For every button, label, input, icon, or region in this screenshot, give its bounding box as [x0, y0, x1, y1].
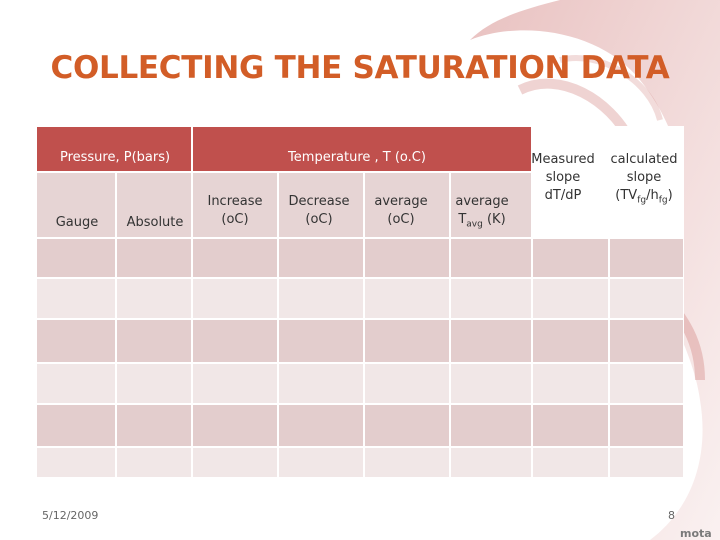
- decrease-label: Decrease: [288, 194, 350, 209]
- table-cell: [364, 447, 450, 478]
- decrease-header-cell: [278, 172, 364, 238]
- measured-formula: dT/dP: [544, 188, 582, 203]
- table-cell: [36, 447, 116, 478]
- gauge-header: Gauge: [55, 215, 99, 230]
- table-cell: [278, 319, 364, 363]
- table-cell: [192, 278, 278, 319]
- average-unit: (oC): [387, 212, 415, 227]
- average-kelvin-header-cell: [450, 172, 532, 238]
- table-cell: [532, 404, 609, 447]
- slide-date: 5/12/2009: [42, 509, 99, 522]
- calculated-label: calculated: [610, 152, 678, 167]
- table-cell: [116, 238, 192, 278]
- measured-slope-header-cell: [532, 126, 609, 238]
- calculated-formula: (TVfg/hfg): [615, 188, 673, 206]
- average-header: average (oC): [362, 193, 440, 229]
- calculated-slope-label: slope: [626, 170, 662, 185]
- table-cell: [192, 319, 278, 363]
- average-label: average: [374, 194, 428, 209]
- table-cell: [278, 238, 364, 278]
- mota-logo: mota: [680, 527, 712, 540]
- table-cell: [116, 363, 192, 404]
- table-cell: [36, 404, 116, 447]
- table-cell: [116, 278, 192, 319]
- decrease-unit: (oC): [305, 212, 333, 227]
- table-cell: [609, 447, 684, 478]
- calculated-slope-header-cell: [609, 126, 684, 238]
- table-cell: [364, 238, 450, 278]
- table-cell: [364, 363, 450, 404]
- table-cell: [192, 238, 278, 278]
- table-cell: [532, 278, 609, 319]
- increase-header-cell: [192, 172, 278, 238]
- calculated-slope-header: calculated slope (TVfg/hfg): [603, 151, 685, 205]
- saturation-data-table: [36, 126, 684, 478]
- table-cell: [364, 278, 450, 319]
- temperature-header-cell: [192, 126, 532, 172]
- table-cell: [278, 447, 364, 478]
- measured-slope-label: slope: [545, 170, 581, 185]
- table-cell: [450, 238, 532, 278]
- table-cell: [609, 238, 684, 278]
- table-cell: [364, 404, 450, 447]
- table-cell: [278, 363, 364, 404]
- increase-label: Increase: [207, 194, 263, 209]
- table-cell: [450, 278, 532, 319]
- table-cell: [532, 319, 609, 363]
- table-cell: [278, 404, 364, 447]
- average-kelvin-unit: (K): [482, 212, 506, 227]
- table-cell: [609, 363, 684, 404]
- table-cell: [36, 363, 116, 404]
- table-cell: [36, 278, 116, 319]
- table-cell: [450, 363, 532, 404]
- absolute-header: Absolute: [126, 215, 184, 230]
- pressure-header: Pressure, P(bars): [59, 150, 171, 165]
- table-cell: [364, 319, 450, 363]
- table-cell: [450, 447, 532, 478]
- table-cell: [532, 447, 609, 478]
- table-cell: [192, 363, 278, 404]
- table-cell: [532, 238, 609, 278]
- average-kelvin-header: average Tavg (K): [442, 193, 522, 229]
- average-kelvin-symbol: T: [458, 212, 467, 227]
- temperature-header: Temperature , T (o.C): [288, 150, 426, 165]
- increase-header: Increase (oC): [196, 193, 274, 229]
- table-cell: [278, 278, 364, 319]
- measured-label: Measured: [531, 152, 595, 167]
- table-cell: [609, 319, 684, 363]
- slide-title: COLLECTING THE SATURATION DATA: [50, 50, 670, 86]
- increase-unit: (oC): [221, 212, 249, 227]
- gauge-header-cell: [36, 172, 116, 238]
- table-cell: [609, 404, 684, 447]
- decrease-header: Decrease (oC): [280, 193, 358, 229]
- table-cell: [450, 319, 532, 363]
- logo-text: mota: [680, 527, 712, 540]
- average-header-cell: [364, 172, 450, 238]
- pressure-header-cell: [36, 126, 192, 172]
- table-cell: [532, 363, 609, 404]
- table-cell: [192, 447, 278, 478]
- measured-slope-header: Measured slope dT/dP: [522, 151, 604, 205]
- table-cell: [36, 238, 116, 278]
- table-cell: [36, 319, 116, 363]
- table-cell: [116, 319, 192, 363]
- average-kelvin-label: average: [455, 194, 509, 209]
- average-kelvin-subscript: avg: [466, 219, 483, 230]
- page-number: 8: [668, 509, 675, 522]
- table-cell: [450, 404, 532, 447]
- table-cell: [116, 404, 192, 447]
- absolute-header-cell: [116, 172, 192, 238]
- table-cell: [609, 278, 684, 319]
- table-cell: [116, 447, 192, 478]
- table-cell: [192, 404, 278, 447]
